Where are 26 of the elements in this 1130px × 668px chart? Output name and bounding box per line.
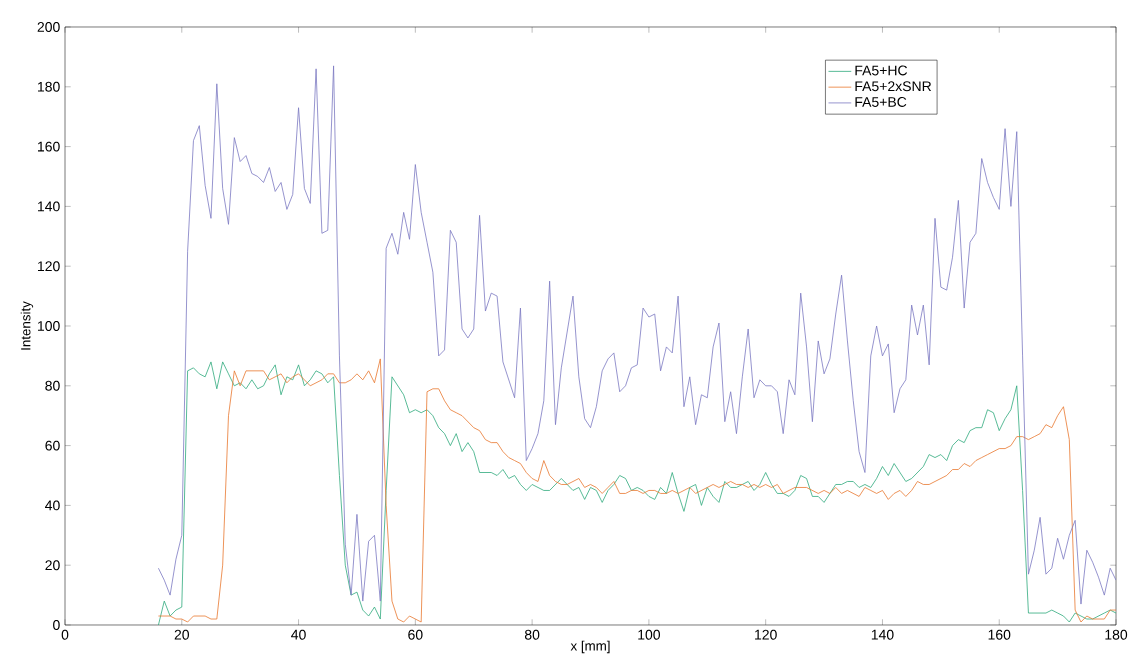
y-tick-label: 160 [38, 141, 60, 152]
x-axis-title: x [mm] [570, 640, 610, 654]
x-tick-label: 100 [638, 629, 661, 640]
x-tick-label: 180 [1105, 629, 1128, 640]
y-tick-label: 200 [37, 22, 60, 32]
legend-label: FA5+2xSNR [855, 81, 932, 92]
x-tick-label: 40 [291, 629, 306, 640]
y-tick-label: 20 [45, 560, 60, 571]
x-tick-label: 120 [755, 629, 777, 640]
x-tick-label: 60 [408, 629, 423, 640]
legend-label: FA5+HC [855, 65, 908, 76]
x-tick-label: 20 [174, 629, 190, 640]
y-tick-label: 80 [45, 380, 60, 391]
legend-label: FA5+BC [855, 97, 907, 107]
y-axis-title: Intensity [20, 301, 34, 350]
x-tick-label: 140 [871, 629, 894, 640]
x-tick-label: 160 [988, 629, 1011, 640]
y-tick-label: 0 [53, 620, 60, 630]
y-tick-label: 100 [38, 321, 60, 331]
y-tick-label: 140 [38, 201, 60, 212]
y-tick-label: 40 [45, 500, 60, 511]
x-tick-label: 80 [524, 629, 540, 640]
x-tick-label: 0 [61, 629, 69, 640]
y-tick-label: 120 [38, 261, 60, 272]
y-tick-label: 180 [38, 81, 60, 92]
y-tick-label: 60 [45, 440, 60, 451]
